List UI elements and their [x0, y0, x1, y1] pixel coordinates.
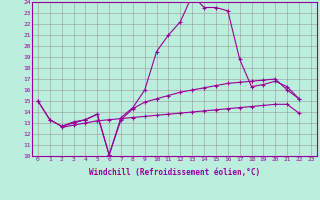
X-axis label: Windchill (Refroidissement éolien,°C): Windchill (Refroidissement éolien,°C) — [89, 168, 260, 177]
